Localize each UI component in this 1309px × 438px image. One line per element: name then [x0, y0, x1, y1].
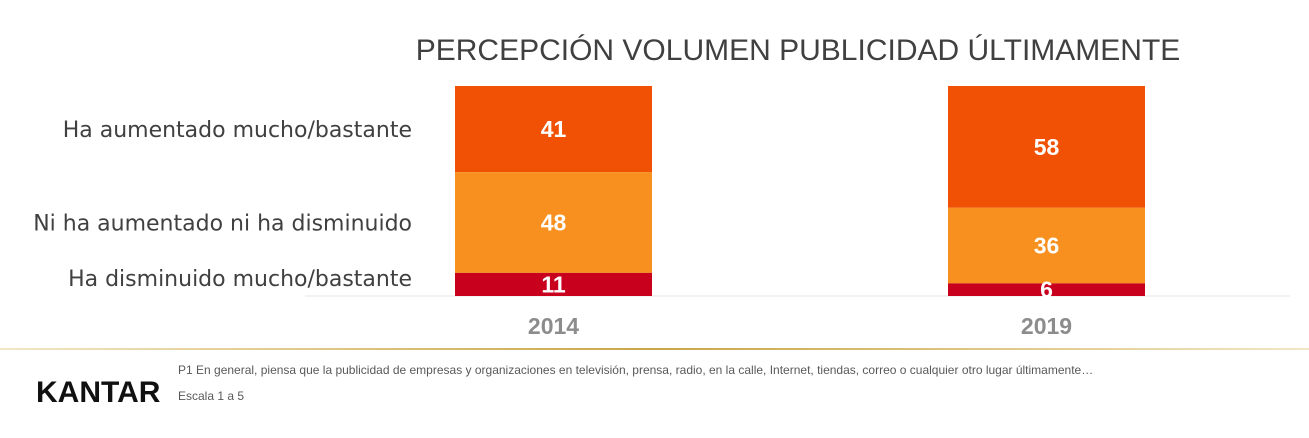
stacked-bar-chart: PERCEPCIÓN VOLUMEN PUBLICIDAD ÚLTIMAMENT…: [33, 34, 1290, 339]
bar-segment-2014-s2: [455, 272, 652, 296]
bars: 41 48 11 58 36 6: [455, 86, 1145, 303]
question-note: P1 En general, piensa que la publicidad …: [178, 363, 1094, 377]
x-tick-2019: 2019: [1021, 313, 1072, 339]
kantar-logo: KANTAR: [36, 376, 161, 409]
data-label-2014-s2: 11: [541, 271, 566, 297]
x-tick-2014: 2014: [528, 313, 579, 339]
bar-segment-2019-s0: [948, 86, 1145, 208]
data-label-2019-s0: 58: [1034, 134, 1060, 160]
chart-title: PERCEPCIÓN VOLUMEN PUBLICIDAD ÚLTIMAMENT…: [416, 34, 1181, 67]
bar-segment-2019-s1: [948, 207, 1145, 284]
scale-note: Escala 1 a 5: [178, 389, 245, 403]
x-tick-labels: 2014 2019: [528, 313, 1072, 339]
series-label-2: Ha disminuido mucho/bastante: [68, 267, 412, 292]
series-labels: Ha aumentado mucho/bastante Ni ha aumenta…: [33, 118, 412, 292]
bar-segment-2019-s2: [948, 283, 1145, 296]
data-label-2019-s1: 36: [1034, 233, 1060, 259]
data-label-2014-s0: 41: [541, 116, 567, 142]
data-label-2019-s2: 6: [1040, 277, 1053, 303]
data-label-2014-s1: 48: [541, 210, 567, 236]
bar-segment-2014-s1: [455, 172, 652, 273]
series-label-1: Ni ha aumentado ni ha disminuido: [33, 212, 412, 237]
series-label-0: Ha aumentado mucho/bastante: [63, 118, 412, 143]
bar-segment-2014-s0: [455, 86, 652, 173]
footer-divider: [0, 348, 1309, 350]
